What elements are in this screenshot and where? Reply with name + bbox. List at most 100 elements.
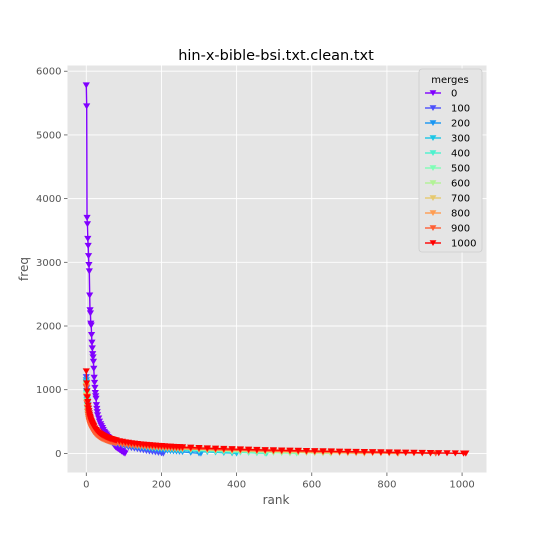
data-point [335, 448, 344, 455]
legend: merges 0 100 200 300 400 500 600 700 800 900 1000 [418, 68, 483, 253]
data-point [87, 332, 96, 339]
data-point [369, 449, 377, 456]
data-point [90, 374, 98, 381]
y-tick-label: 6000 [36, 67, 61, 78]
data-point [90, 365, 98, 372]
data-point [89, 358, 98, 365]
legend-label: 900 [451, 224, 470, 235]
legend-marker [429, 210, 437, 217]
x-tick-label: 0 [83, 480, 89, 491]
data-point [311, 448, 319, 455]
data-point [83, 394, 92, 401]
data-point [402, 449, 410, 456]
data-point [211, 445, 220, 452]
x-axis-ticks: 0 200 400 600 800 1000 [83, 472, 475, 491]
x-tick-label: 600 [302, 480, 321, 491]
data-point [443, 450, 451, 457]
legend-box [418, 68, 483, 253]
data-point [83, 380, 91, 387]
data-point [87, 322, 95, 329]
y-tick-label: 2000 [36, 322, 61, 333]
data-point [269, 447, 278, 454]
data-point [278, 447, 286, 454]
legend-marker [429, 225, 437, 232]
data-point [178, 444, 187, 451]
data-point [92, 395, 100, 402]
data-point [319, 448, 327, 455]
legend-marker [429, 120, 437, 127]
data-point [91, 390, 99, 397]
legend-marker [429, 195, 437, 202]
data-point [352, 448, 360, 455]
data-point [302, 447, 311, 455]
data-point [451, 450, 459, 457]
data-point [385, 449, 393, 456]
data-point [95, 415, 103, 422]
data-point [203, 445, 211, 452]
data-point [393, 449, 402, 456]
x-tick-label: 200 [152, 480, 171, 491]
x-tick-label: 1000 [449, 480, 474, 491]
data-point [85, 261, 93, 269]
data-point [88, 339, 96, 346]
data-point [228, 446, 236, 453]
legend-marker [429, 90, 437, 97]
y-tick-label: 3000 [36, 258, 61, 269]
legend-label: 500 [451, 164, 470, 175]
data-point [195, 445, 203, 452]
data-point [89, 351, 97, 358]
legend-label: 600 [451, 179, 470, 190]
series-1000 [82, 368, 470, 457]
legend-label: 0 [451, 89, 457, 100]
data-point [253, 446, 261, 453]
x-axis-label: rank [263, 493, 290, 507]
data-point [92, 402, 101, 409]
data-point [89, 354, 97, 361]
legend-label: 300 [451, 134, 470, 145]
plot-area [67, 65, 487, 473]
legend-marker [429, 135, 437, 142]
data-point [426, 450, 435, 457]
x-tick-label: 800 [377, 480, 396, 491]
chart-title: hin-x-bible-bsi.txt.clean.txt [178, 48, 374, 64]
legend-label: 200 [451, 119, 470, 130]
data-point [93, 412, 102, 419]
y-axis-ticks: 0 1000 2000 3000 4000 5000 6000 [36, 67, 68, 460]
legend-marker [429, 180, 437, 187]
data-point [88, 345, 96, 352]
legend-marker [429, 105, 437, 112]
data-point [86, 307, 94, 314]
data-point [93, 409, 101, 416]
data-point [83, 214, 91, 221]
legend-label: 1000 [451, 239, 476, 250]
data-point [286, 447, 294, 454]
data-point [91, 384, 99, 392]
data-point [187, 444, 195, 451]
y-axis-label: freq [17, 257, 31, 281]
data-point [360, 448, 368, 456]
legend-label: 700 [451, 194, 470, 205]
legend-marker [429, 240, 437, 247]
y-tick-label: 5000 [36, 130, 61, 141]
data-point [83, 388, 91, 395]
data-point [93, 405, 101, 413]
data-point [294, 447, 302, 454]
data-point [327, 448, 335, 455]
data-point [410, 449, 418, 456]
data-point [220, 445, 228, 453]
legend-title: merges [431, 75, 469, 86]
data-point [435, 450, 443, 457]
data-point [90, 379, 99, 386]
data-point [84, 242, 92, 249]
data-point [462, 450, 470, 457]
data-point [418, 449, 426, 456]
x-tick-label: 400 [227, 480, 246, 491]
legend-marker [429, 165, 437, 172]
data-point [261, 447, 269, 454]
legend-label: 100 [451, 104, 470, 115]
data-point [86, 292, 94, 299]
data-point [84, 235, 92, 242]
legend-label: 400 [451, 149, 470, 160]
legend-items: 0 100 200 300 400 500 600 700 800 900 1000 [425, 89, 476, 250]
